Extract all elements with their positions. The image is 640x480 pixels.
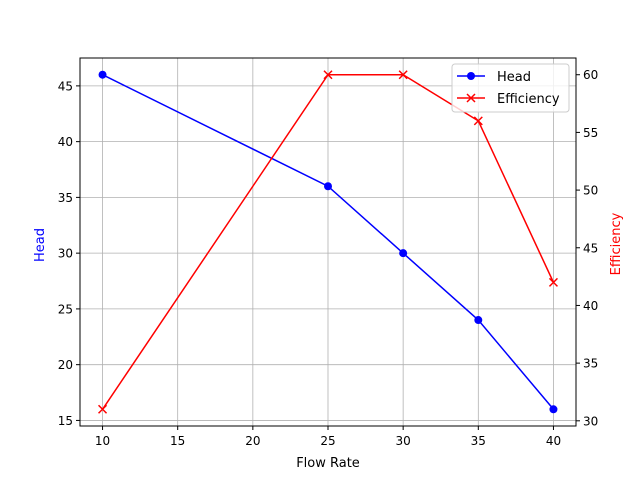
x-tick-label: 10 — [95, 434, 110, 448]
x-tick-label: 20 — [245, 434, 260, 448]
y-tick-label-right: 35 — [583, 357, 598, 371]
y-tick-label-left: 20 — [58, 358, 73, 372]
y-tick-label-left: 30 — [58, 247, 73, 261]
y-axis-ticks-right: 30 35 40 45 50 55 60 — [576, 68, 598, 428]
y-axis-label-right: Efficiency — [609, 212, 624, 275]
data-point-circle-icon — [549, 405, 558, 414]
x-tick-label: 35 — [471, 434, 486, 448]
x-axis-label: Flow Rate — [296, 456, 360, 471]
y-tick-label-left: 40 — [58, 135, 73, 149]
y-tick-label-right: 55 — [583, 126, 598, 140]
data-point-x-icon — [473, 116, 483, 126]
legend-marker-efficiency-icon — [466, 93, 476, 103]
data-point-circle-icon — [324, 182, 332, 191]
y-tick-label-left: 45 — [58, 79, 73, 93]
x-axis-ticks: 10 15 20 25 30 35 40 — [95, 426, 561, 448]
x-tick-label: 25 — [320, 434, 335, 448]
data-lines — [98, 70, 558, 414]
legend-label-head: Head — [497, 70, 531, 85]
data-point-circle-icon — [98, 70, 107, 79]
x-tick-label: 15 — [170, 434, 185, 448]
y-axis-label-left: Head — [33, 228, 48, 262]
y-tick-label-right: 45 — [583, 241, 598, 255]
y-tick-label-right: 30 — [583, 414, 598, 428]
x-tick-label: 30 — [396, 434, 411, 448]
y-tick-label-right: 60 — [583, 68, 598, 82]
grid-lines — [80, 58, 576, 426]
legend: Head Efficiency — [451, 63, 570, 113]
y-tick-label-right: 40 — [583, 299, 598, 313]
legend-label-efficiency: Efficiency — [497, 92, 560, 107]
data-point-x-icon — [398, 70, 408, 80]
data-point-x-icon — [548, 277, 558, 287]
y-tick-label-right: 50 — [583, 184, 598, 198]
y-axis-ticks-left: 15 20 25 30 35 40 45 — [58, 79, 80, 428]
data-point-circle-icon — [399, 249, 408, 258]
x-tick-label: 40 — [546, 434, 561, 448]
legend-marker-head-icon — [467, 72, 475, 80]
y-tick-label-left: 15 — [58, 414, 73, 428]
y-tick-label-left: 25 — [58, 302, 73, 316]
data-point-x-icon — [98, 404, 108, 414]
y-tick-label-left: 35 — [58, 191, 73, 205]
data-point-circle-icon — [474, 316, 483, 325]
data-point-x-icon — [323, 70, 333, 80]
